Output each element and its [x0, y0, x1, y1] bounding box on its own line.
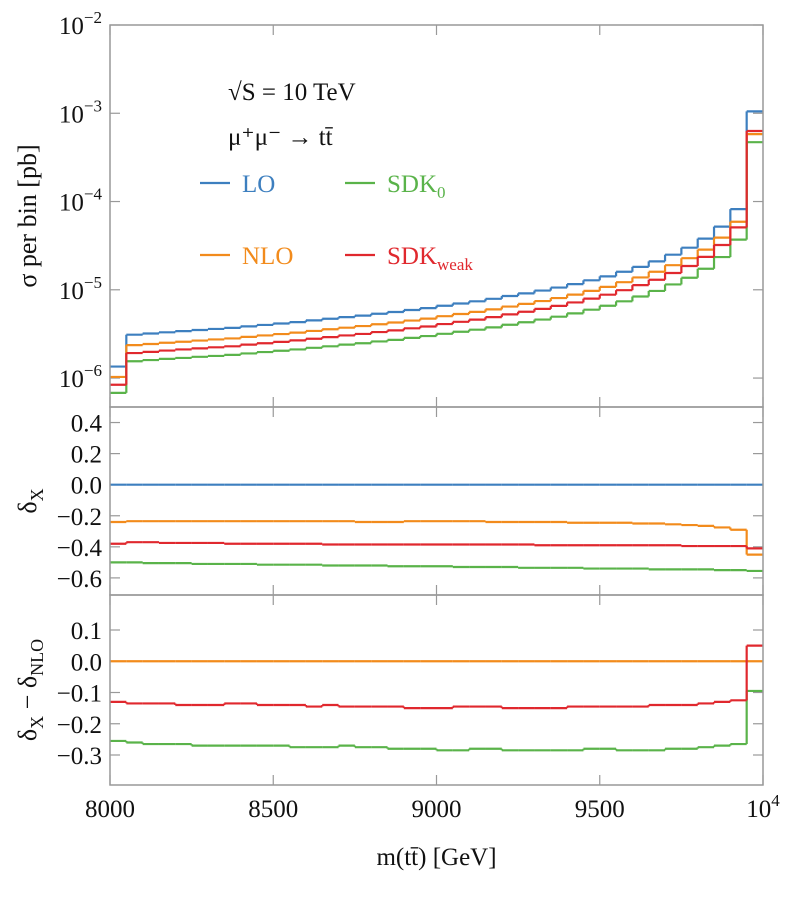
annotation: μ⁺μ⁻ → tt̄ [228, 124, 333, 151]
y-tick-label-base: 10 [59, 101, 84, 128]
y-tick-label-base: −0.3 [57, 743, 102, 770]
legend-label: NLO [242, 243, 293, 270]
y-axis-label-part: δ [13, 501, 42, 513]
y-tick-label: 10−5 [59, 273, 102, 305]
y-tick-label: 10−3 [59, 96, 102, 128]
x-tick-label: 8500 [248, 796, 298, 823]
y-tick-label: 0.0 [71, 649, 102, 676]
y-axis-label-part: σ per bin [pb] [13, 144, 42, 287]
y-axis-label-sub: X [27, 488, 47, 501]
y-axis-label-sub: NLO [27, 639, 47, 676]
series [110, 520, 763, 556]
y-tick-label: −0.1 [57, 681, 102, 708]
legend-subscript: 0 [437, 183, 446, 202]
y-tick-label: −0.2 [57, 504, 102, 531]
x-tick-label: 8000 [85, 796, 135, 823]
y-tick-label: 0.0 [71, 473, 102, 500]
y-tick-label: 0.1 [71, 618, 102, 645]
y-tick-label-exponent: −3 [84, 96, 102, 115]
y-tick-label-base: −0.2 [57, 504, 102, 531]
y-tick-label-base: 10 [59, 278, 84, 305]
x-tick-label: 9500 [575, 796, 625, 823]
y-tick-label-base: 10 [59, 190, 84, 217]
y-axis-label-sub: X [27, 716, 47, 729]
x-tick-label-exponent: 4 [771, 791, 780, 810]
plot-frame [109, 24, 764, 408]
y-tick-label-base: 10 [59, 13, 84, 40]
y-tick-label: 10−2 [59, 8, 102, 40]
x-tick-label: 9000 [412, 796, 462, 823]
y-axis-label-part: δ [13, 729, 42, 741]
y-axis-label: δX [13, 488, 47, 513]
y-axis-label: δX − δNLO [13, 639, 47, 741]
y-tick-label: −0.4 [57, 535, 103, 562]
y-tick-label: 10−6 [59, 361, 102, 393]
series [110, 561, 763, 573]
y-tick-label-exponent: −2 [84, 8, 102, 27]
annotation: √S = 10 TeV [228, 79, 356, 106]
y-tick-label-base: 0.0 [71, 649, 102, 676]
y-tick-label: 0.2 [71, 442, 102, 469]
y-tick-label-exponent: −4 [84, 185, 103, 204]
legend-label: LO [242, 171, 275, 198]
y-tick-label-base: 10 [59, 366, 84, 393]
y-tick-label-base: −0.6 [57, 566, 102, 593]
legend-label: SDK0 [387, 171, 446, 202]
y-tick-label: −0.2 [57, 712, 102, 739]
series [110, 129, 763, 386]
x-axis-label: m(tt̄) [GeV] [376, 844, 496, 871]
legend-label: SDKweak [387, 243, 473, 274]
series [110, 644, 763, 710]
series [110, 141, 763, 394]
y-tick-label: 0.4 [71, 411, 103, 438]
legend-name: SDK [387, 171, 437, 198]
y-tick-label: −0.3 [57, 743, 102, 770]
y-tick-label-base: −0.1 [57, 681, 102, 708]
series [110, 689, 763, 752]
y-axis-label-part: − δ [13, 676, 42, 716]
legend-name: SDK [387, 243, 437, 270]
y-tick-label-base: −0.2 [57, 712, 102, 739]
y-tick-label: −0.6 [57, 566, 102, 593]
plot-frame [109, 594, 764, 786]
series [110, 110, 763, 368]
y-axis-label: σ per bin [pb] [13, 144, 42, 287]
y-tick-label-base: −0.4 [57, 535, 103, 562]
y-tick-label-exponent: −5 [84, 273, 102, 292]
y-tick-label-exponent: −6 [84, 361, 102, 380]
legend-subscript: weak [437, 255, 473, 274]
legend-name: NLO [242, 243, 293, 270]
x-tick-label: 104 [746, 791, 780, 823]
legend-name: LO [242, 171, 275, 198]
series [110, 541, 763, 550]
y-tick-label-base: 0.0 [71, 473, 102, 500]
x-tick-label-base: 10 [746, 796, 771, 823]
y-tick-label: 10−4 [59, 185, 103, 217]
